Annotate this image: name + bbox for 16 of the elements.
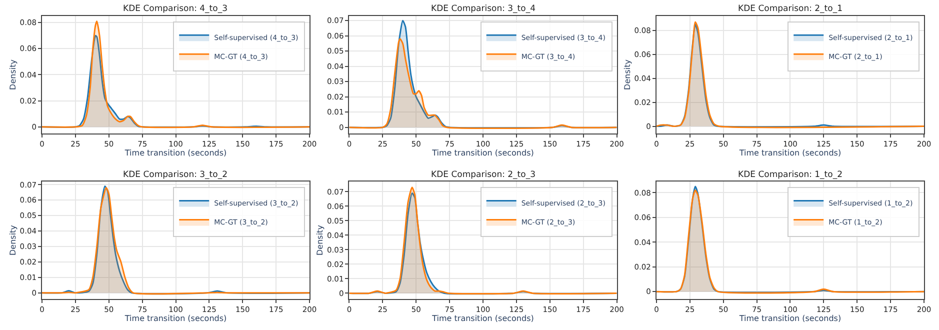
x-axis-title: Time transition (seconds) [124, 314, 227, 324]
x-axis-title: Time transition (seconds) [431, 314, 534, 324]
x-axis-title: Time transition (seconds) [124, 148, 227, 158]
chart-title: KDE Comparison: 2_to_3 [431, 170, 536, 180]
chart-title: KDE Comparison: 3_to_4 [431, 4, 536, 14]
y-axis-title: Density [8, 59, 18, 90]
chart-title: KDE Comparison: 3_to_2 [123, 170, 228, 180]
x-axis-title: Time transition (seconds) [738, 314, 842, 324]
y-axis-title: Density [8, 224, 18, 256]
chart-title: KDE Comparison: 1_to_2 [738, 170, 842, 180]
chart-title: KDE Comparison: 2_to_1 [738, 4, 842, 14]
y-axis-title: Density [316, 224, 325, 256]
x-axis-title: Time transition (seconds) [738, 148, 842, 158]
x-axis-title: Time transition (seconds) [431, 148, 534, 158]
chart-title: KDE Comparison: 4_to_3 [123, 4, 228, 14]
y-axis-title: Density [622, 59, 632, 90]
